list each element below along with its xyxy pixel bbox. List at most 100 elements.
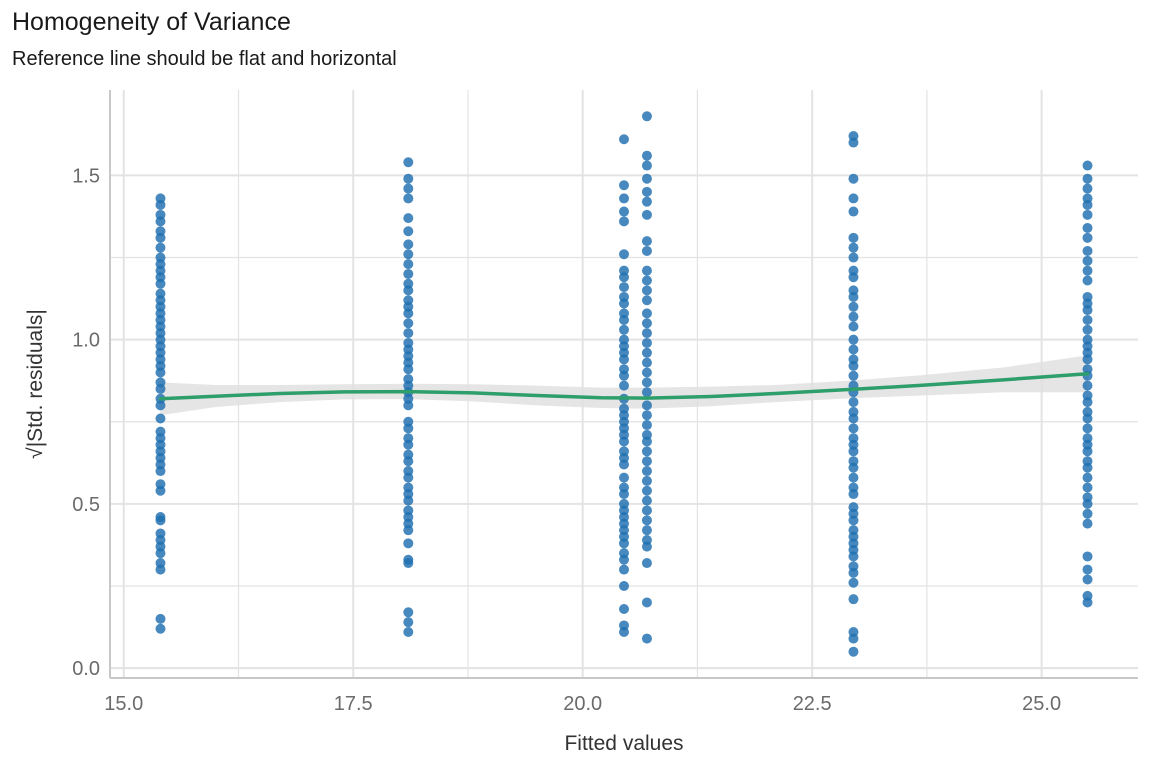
data-point <box>641 377 652 388</box>
data-point <box>848 193 859 204</box>
data-point <box>619 249 629 260</box>
data-point <box>1082 413 1093 424</box>
data-point <box>403 558 414 569</box>
data-point <box>155 466 166 477</box>
data-point <box>1082 160 1093 171</box>
data-point <box>619 538 629 549</box>
data-point <box>1082 472 1093 483</box>
x-tick-label: 17.5 <box>334 693 373 715</box>
data-point <box>403 439 414 450</box>
data-point <box>403 239 414 250</box>
data-point <box>848 446 859 457</box>
data-point <box>848 370 859 381</box>
chart-subtitle: Reference line should be flat and horizo… <box>12 48 397 70</box>
data-point <box>848 472 859 483</box>
data-point <box>403 193 414 204</box>
data-point <box>1082 354 1093 365</box>
y-tick-label: 1.0 <box>72 330 100 352</box>
data-point <box>641 456 652 467</box>
data-point <box>641 525 652 536</box>
data-point <box>403 213 414 224</box>
data-point <box>641 367 652 378</box>
data-point <box>641 495 652 506</box>
data-point <box>641 436 652 447</box>
data-point <box>403 617 414 628</box>
data-point <box>641 245 652 256</box>
data-point <box>619 581 629 592</box>
data-point <box>1082 508 1093 519</box>
data-point <box>1082 597 1093 608</box>
data-point <box>619 436 629 447</box>
x-tick-label: 15.0 <box>104 693 143 715</box>
data-point <box>619 206 629 217</box>
data-point <box>619 604 629 615</box>
data-point <box>848 206 859 217</box>
data-point <box>848 413 859 424</box>
data-point <box>641 328 652 339</box>
data-point <box>403 627 414 638</box>
data-point <box>641 475 652 486</box>
data-point <box>848 462 859 473</box>
y-tick-label: 0.5 <box>72 494 100 516</box>
y-axis-title: √|Std. residuals| <box>24 309 47 459</box>
data-points <box>155 111 1093 657</box>
data-point <box>641 173 652 184</box>
data-point <box>619 314 629 325</box>
data-point <box>1082 245 1093 256</box>
data-point <box>155 232 166 243</box>
data-point <box>403 400 414 411</box>
data-point <box>1082 482 1093 493</box>
data-point <box>1082 574 1093 585</box>
data-point <box>1082 551 1093 562</box>
data-point <box>641 410 652 421</box>
data-point <box>641 387 652 398</box>
data-point <box>403 456 414 467</box>
data-point <box>641 420 652 431</box>
data-point <box>1082 209 1093 220</box>
data-point <box>848 594 859 605</box>
data-point <box>403 173 414 184</box>
data-point <box>403 268 414 279</box>
data-point <box>641 446 652 457</box>
data-point <box>1082 275 1093 286</box>
data-point <box>641 318 652 329</box>
data-point <box>155 413 166 424</box>
data-point <box>155 400 166 411</box>
data-point <box>403 328 414 339</box>
data-point <box>619 282 629 293</box>
data-point <box>1082 265 1093 276</box>
data-point <box>641 485 652 496</box>
data-point <box>155 242 166 253</box>
data-point <box>619 472 629 483</box>
data-point <box>1082 397 1093 408</box>
data-point <box>1082 498 1093 509</box>
data-point <box>848 551 859 562</box>
axes <box>109 90 1138 679</box>
data-point <box>641 150 652 161</box>
data-point <box>403 607 414 618</box>
data-point <box>155 367 166 378</box>
data-point <box>641 558 652 569</box>
data-point <box>641 285 652 296</box>
data-point <box>403 495 414 506</box>
data-point <box>403 183 414 194</box>
data-point <box>1082 446 1093 457</box>
data-point <box>619 272 629 283</box>
data-point <box>1082 518 1093 529</box>
data-point <box>641 275 652 286</box>
data-point <box>848 397 859 408</box>
data-point <box>641 265 652 276</box>
data-point <box>403 157 414 168</box>
data-point <box>848 272 859 283</box>
data-point <box>848 515 859 526</box>
data-point <box>848 311 859 322</box>
data-point <box>1082 564 1093 575</box>
data-point <box>641 357 652 368</box>
chart-title: Homogeneity of Variance <box>12 8 291 36</box>
data-point <box>619 193 629 204</box>
x-tick-label: 25.0 <box>1022 693 1061 715</box>
data-point <box>619 554 629 565</box>
tick-labels: 15.0 17.5 20.0 22.5 25.0 0.0 0.5 1.0 1.5 <box>72 165 1061 715</box>
data-point <box>1082 423 1093 434</box>
